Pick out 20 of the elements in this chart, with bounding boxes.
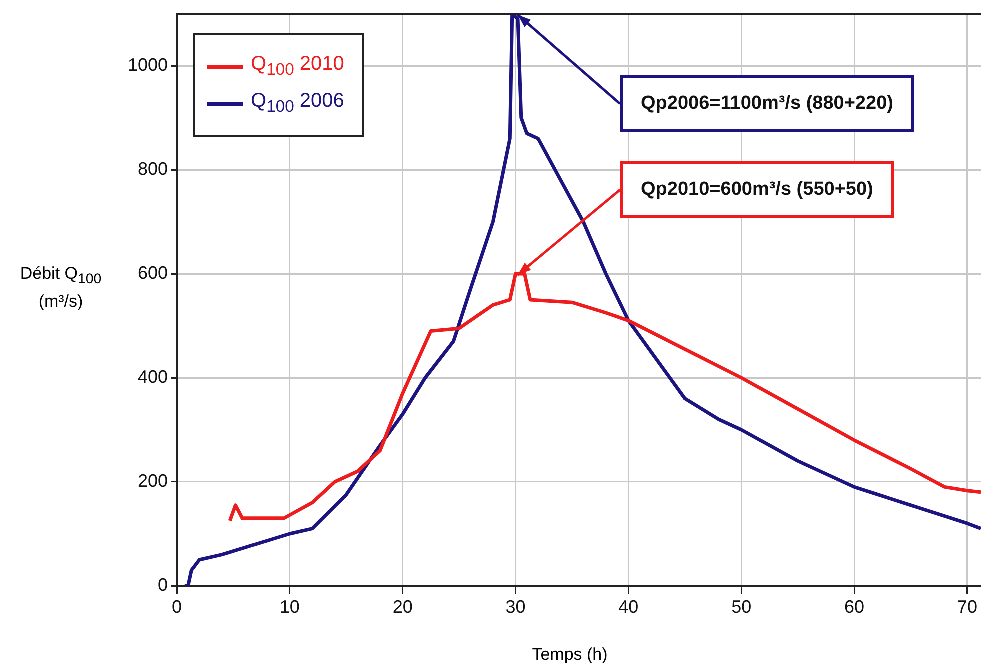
annotation: Qp2006=1100m³/s (880+220) bbox=[620, 75, 914, 132]
x-axis-title: Temps (h) bbox=[531, 645, 609, 665]
y-tick-label: 600 bbox=[138, 262, 168, 283]
annotation: Qp2010=600m³/s (550+50) bbox=[620, 161, 894, 218]
legend-label: Q$_{100}$ 2006 bbox=[251, 90, 344, 117]
legend-label: Q$_{100}$ 2010 bbox=[251, 53, 344, 80]
y-tick-label: 200 bbox=[138, 470, 168, 491]
y-tick-label: 1000 bbox=[128, 54, 168, 75]
y-tick-label: 400 bbox=[138, 366, 168, 387]
y-axis-title: Débit Q$_{100}$ (m³/s) bbox=[19, 263, 103, 313]
x-tick-label: 20 bbox=[392, 596, 413, 617]
x-tick-label: 50 bbox=[732, 596, 752, 617]
x-tick-label: 60 bbox=[844, 596, 865, 617]
x-tick-label: 0 bbox=[172, 596, 182, 617]
y-tick-label: 800 bbox=[138, 158, 168, 179]
y-tick-label: 0 bbox=[158, 574, 168, 595]
x-tick-label: 30 bbox=[506, 596, 526, 617]
x-tick-label: 70 bbox=[957, 596, 978, 617]
x-tick-label: 10 bbox=[280, 596, 300, 617]
x-tick-label: 40 bbox=[618, 596, 639, 617]
